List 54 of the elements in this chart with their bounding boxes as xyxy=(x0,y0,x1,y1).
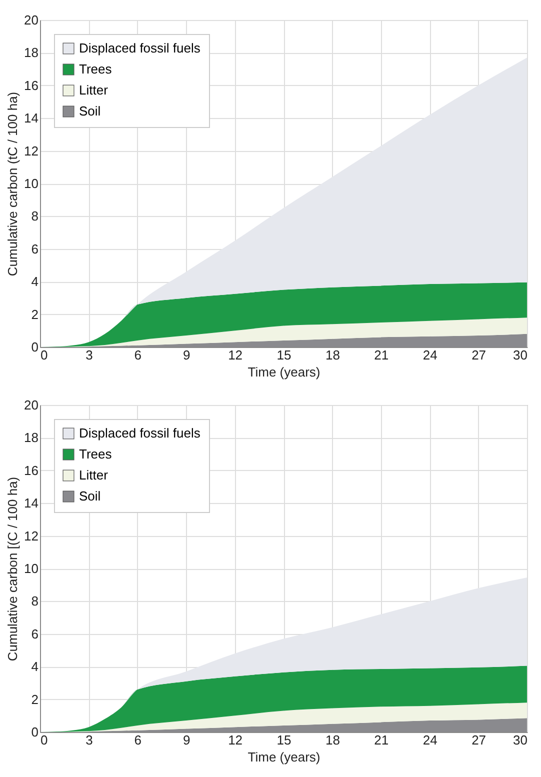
x-tick-label: 27 xyxy=(472,732,486,748)
x-tick-label: 21 xyxy=(374,732,389,748)
x-tick-label: 15 xyxy=(276,732,292,748)
x-tick-label: 12 xyxy=(228,348,243,362)
legend-label: Trees xyxy=(79,62,112,76)
x-tick-label: 30 xyxy=(513,348,528,362)
y-tick-label: 6 xyxy=(31,241,38,256)
y-tick-label: 8 xyxy=(31,594,38,609)
x-tick-label: 9 xyxy=(182,732,190,748)
y-tick-label: 4 xyxy=(31,274,38,290)
legend-label: Litter xyxy=(79,468,109,482)
x-tick-label: 3 xyxy=(86,348,93,362)
x-tick-label: 21 xyxy=(374,348,389,362)
x-tick-label: 30 xyxy=(513,732,528,748)
y-tick-label: 20 xyxy=(24,12,38,28)
y-tick-label: 12 xyxy=(24,143,38,158)
x-axis-title: Time (years) xyxy=(248,364,320,380)
legend-label: Displaced fossil fuels xyxy=(79,426,201,440)
x-tick-label: 18 xyxy=(325,348,340,362)
y-tick-label: 16 xyxy=(24,462,38,478)
y-tick-label: 2 xyxy=(31,306,38,322)
x-tick-label: 3 xyxy=(86,732,93,748)
x-tick-label: 0 xyxy=(40,348,48,362)
y-axis-title: Cumulative carbon (tC / 100 ha) xyxy=(5,92,20,276)
x-tick-label: 24 xyxy=(422,348,438,362)
y-tick-label: 4 xyxy=(31,659,38,674)
y-tick-label: 2 xyxy=(31,692,38,707)
legend-label: Soil xyxy=(79,488,101,504)
y-tick-label: 14 xyxy=(24,110,38,126)
x-tick-label: 15 xyxy=(276,348,292,362)
legend-label: Displaced fossil fuels xyxy=(79,40,201,56)
y-tick-label: 8 xyxy=(31,208,38,224)
x-tick-label: 6 xyxy=(134,348,142,362)
x-tick-label: 24 xyxy=(422,732,438,748)
y-tick-label: 6 xyxy=(31,626,38,642)
legend-label: Soil xyxy=(79,104,101,118)
x-tick-label: 27 xyxy=(472,348,486,362)
legend-label: Trees xyxy=(79,446,112,462)
y-axis-title: Cumulative carbon [(C / 100 ha) xyxy=(5,476,20,662)
x-axis-title: Time (years) xyxy=(248,750,320,764)
x-tick-label: 18 xyxy=(325,732,340,748)
x-tick-label: 6 xyxy=(134,732,142,748)
y-tick-label: 10 xyxy=(24,176,38,191)
x-tick-label: 9 xyxy=(182,348,190,362)
x-tick-label: 12 xyxy=(228,732,243,748)
y-tick-label: 18 xyxy=(24,430,38,446)
y-tick-label: 18 xyxy=(24,45,38,60)
y-tick-label: 14 xyxy=(24,496,38,511)
y-tick-label: 20 xyxy=(24,398,38,412)
legend-label: Litter xyxy=(79,82,109,98)
y-tick-label: 10 xyxy=(24,561,38,576)
y-tick-label: 12 xyxy=(24,528,38,544)
x-tick-label: 0 xyxy=(40,732,48,748)
y-tick-label: 16 xyxy=(24,78,38,93)
